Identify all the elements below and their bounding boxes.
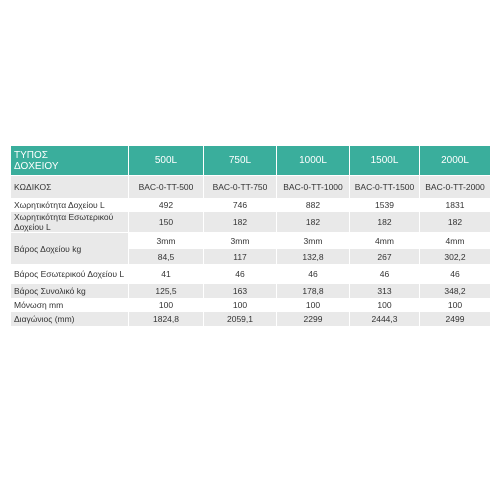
spec-table-wrap: ΤΥΠΟΣ ΔΟΧΕΙΟΥ 500L 750L 1000L 1500L 2000L ΚΩΔΙ…: [10, 145, 491, 327]
cell: 41: [128, 264, 204, 284]
cell: 3mm: [128, 232, 204, 249]
spec-table: ΤΥΠΟΣ ΔΟΧΕΙΟΥ 500L 750L 1000L 1500L 2000L ΚΩΔΙ…: [10, 145, 491, 327]
cell: 4mm: [419, 232, 491, 249]
row-label: ΤΥΠΟΣ ΔΟΧΕΙΟΥ: [10, 145, 129, 176]
label-text: Χωρητικότητα Δοχείου L: [14, 200, 105, 210]
cell: 100: [349, 298, 420, 312]
cell: 302,2: [419, 248, 491, 265]
row-label: Διαγώνιος (mm): [10, 311, 129, 327]
row: Βάρος Εσωτερικού Δοχείου L 41 46 46 46 46: [10, 264, 491, 284]
cell: 1824,8: [128, 311, 204, 327]
cell: 2299: [276, 311, 350, 327]
row: Βάρος Δοχείου kg 3mm 3mm 3mm 4mm 4mm: [10, 232, 491, 265]
cell: 1000L: [276, 145, 350, 176]
row: Διαγώνιος (mm) 1824,8 2059,1 2299 2444,3 2499: [10, 311, 491, 327]
label-text: Βάρος Συνολικό kg: [14, 286, 86, 296]
cell: BAC-0-TT-500: [128, 175, 204, 199]
label-text: Χωρητικότητα Εσωτερικού Δοχείου L: [14, 212, 114, 232]
cell: 3mm: [203, 232, 277, 249]
cell: BAC-0-TT-750: [203, 175, 277, 199]
row-label: Βάρος Συνολικό kg: [10, 283, 129, 299]
cell: 313: [349, 283, 420, 299]
row-label: Μόνωση mm: [10, 298, 129, 312]
cell: 100: [419, 298, 491, 312]
row: ΚΩΔΙΚΟΣ BAC-0-TT-500 BAC-0-TT-750 BAC-0-TT-…: [10, 175, 491, 199]
cell: 163: [203, 283, 277, 299]
cell: BAC-0-TT-2000: [419, 175, 491, 199]
label-text: Βάρος Δοχείου kg: [14, 243, 82, 254]
cell: BAC-0-TT-1000: [276, 175, 350, 199]
cell: BAC-0-TT-1500: [349, 175, 420, 199]
cell: 100: [276, 298, 350, 312]
header-row: ΤΥΠΟΣ ΔΟΧΕΙΟΥ 500L 750L 1000L 1500L 2000L: [10, 145, 491, 176]
row-label: ΚΩΔΙΚΟΣ: [10, 175, 129, 199]
cell: 46: [419, 264, 491, 284]
cell: 1539: [349, 198, 420, 212]
cell: 117: [203, 248, 277, 265]
cell: 100: [203, 298, 277, 312]
cell: 84,5: [128, 248, 204, 265]
cell: 46: [276, 264, 350, 284]
cell: 182: [276, 211, 350, 233]
cell: 348,2: [419, 283, 491, 299]
cell: 182: [349, 211, 420, 233]
row: Χωρητικότητα Εσωτερικού Δοχείου L 150 182 1…: [10, 211, 491, 233]
cell: 3mm: [276, 232, 350, 249]
label-text: ΚΩΔΙΚΟΣ: [14, 182, 52, 192]
cell: 125,5: [128, 283, 204, 299]
cell: 2059,1: [203, 311, 277, 327]
row: Χωρητικότητα Δοχείου L 492 746 882 1539 1831: [10, 198, 491, 212]
cell: 4mm: [349, 232, 420, 249]
cell: 150: [128, 211, 204, 233]
cell: 182: [419, 211, 491, 233]
cell: 1831: [419, 198, 491, 212]
cell: 46: [349, 264, 420, 284]
cell: 882: [276, 198, 350, 212]
cell: 267: [349, 248, 420, 265]
cell: 2444,3: [349, 311, 420, 327]
label-text: Μόνωση mm: [14, 300, 64, 310]
row-label: Χωρητικότητα Δοχείου L: [10, 198, 129, 212]
cell: 178,8: [276, 283, 350, 299]
cell: 750L: [203, 145, 277, 176]
cell: 46: [203, 264, 277, 284]
label-text: Διαγώνιος (mm): [14, 314, 75, 324]
cell: 1500L: [349, 145, 420, 176]
cell: 2499: [419, 311, 491, 327]
row-label: Βάρος Εσωτερικού Δοχείου L: [10, 264, 129, 284]
cell: 182: [203, 211, 277, 233]
cell: 132,8: [276, 248, 350, 265]
label-text: Βάρος Εσωτερικού Δοχείου L: [14, 269, 125, 279]
cell: 500L: [128, 145, 204, 176]
cell: 100: [128, 298, 204, 312]
row-label: Βάρος Δοχείου kg: [10, 232, 129, 265]
row: Βάρος Συνολικό kg 125,5 163 178,8 313 348,2: [10, 283, 491, 299]
row-label: Χωρητικότητα Εσωτερικού Δοχείου L: [10, 211, 129, 233]
cell: 2000L: [419, 145, 491, 176]
row: Μόνωση mm 100 100 100 100 100: [10, 298, 491, 312]
cell: 492: [128, 198, 204, 212]
label-text: ΤΥΠΟΣ ΔΟΧΕΙΟΥ: [14, 149, 59, 172]
cell: 746: [203, 198, 277, 212]
